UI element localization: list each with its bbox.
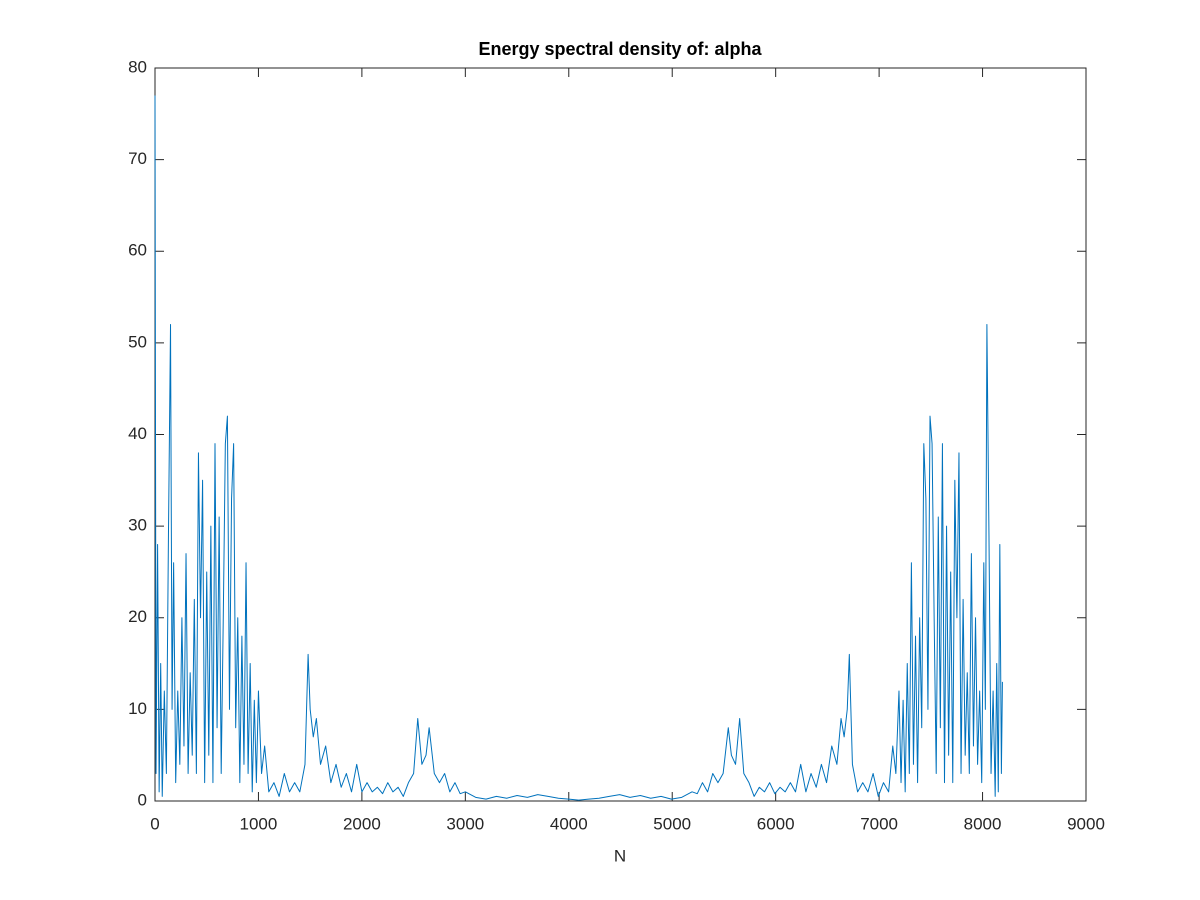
y-tick-label: 70	[128, 149, 147, 168]
y-tick-label: 80	[128, 57, 147, 76]
y-tick-label: 20	[128, 607, 147, 626]
x-tick-label: 0	[150, 814, 159, 833]
y-tick-label: 0	[138, 790, 147, 809]
x-tick-label: 8000	[964, 814, 1002, 833]
x-tick-label: 6000	[757, 814, 795, 833]
chart-title: Energy spectral density of: alpha	[478, 39, 762, 59]
y-tick-label: 50	[128, 332, 147, 351]
y-tick-label: 10	[128, 699, 147, 718]
x-tick-label: 5000	[653, 814, 691, 833]
x-tick-label: 7000	[860, 814, 898, 833]
x-axis-label: N	[614, 846, 626, 865]
x-tick-label: 2000	[343, 814, 381, 833]
y-tick-label: 60	[128, 241, 147, 260]
y-tick-label: 30	[128, 516, 147, 535]
x-tick-label: 9000	[1067, 814, 1105, 833]
x-tick-label: 4000	[550, 814, 588, 833]
x-tick-label: 1000	[240, 814, 278, 833]
x-tick-label: 3000	[446, 814, 484, 833]
y-tick-label: 40	[128, 424, 147, 443]
data-line	[154, 95, 1003, 801]
